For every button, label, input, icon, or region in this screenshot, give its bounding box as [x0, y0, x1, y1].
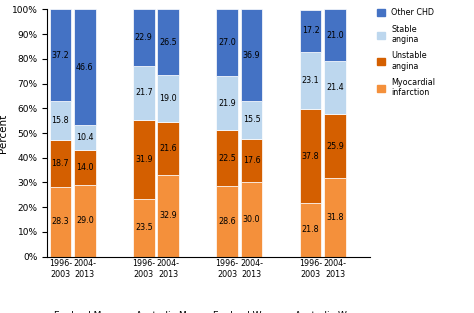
- Bar: [216, 130, 238, 186]
- Text: 22.5: 22.5: [218, 154, 236, 163]
- Bar: [241, 182, 263, 257]
- Text: 36.9: 36.9: [243, 50, 260, 59]
- Bar: [74, 9, 96, 125]
- Bar: [241, 101, 263, 139]
- Text: 19.0: 19.0: [159, 94, 177, 103]
- Text: 21.6: 21.6: [159, 144, 177, 153]
- Text: 37.8: 37.8: [302, 151, 319, 161]
- Text: 17.2: 17.2: [302, 26, 319, 35]
- Text: 37.2: 37.2: [52, 51, 69, 60]
- Bar: [74, 150, 96, 185]
- Bar: [300, 10, 321, 52]
- Text: 29.0: 29.0: [76, 216, 94, 225]
- Bar: [324, 9, 346, 61]
- Bar: [157, 9, 179, 75]
- Text: 18.7: 18.7: [52, 159, 69, 168]
- Bar: [241, 9, 263, 101]
- Bar: [50, 187, 71, 257]
- Bar: [216, 9, 238, 76]
- Text: 25.9: 25.9: [326, 141, 344, 151]
- Text: 21.4: 21.4: [326, 83, 344, 92]
- Text: Australia Men: Australia Men: [136, 311, 198, 313]
- Bar: [300, 203, 321, 257]
- Text: 31.9: 31.9: [135, 155, 153, 164]
- Text: 15.5: 15.5: [243, 115, 261, 124]
- Bar: [300, 52, 321, 109]
- Text: 21.0: 21.0: [326, 31, 344, 40]
- Bar: [50, 9, 71, 101]
- Text: England Men: England Men: [54, 311, 113, 313]
- Bar: [74, 125, 96, 150]
- Bar: [216, 76, 238, 130]
- Bar: [324, 178, 346, 257]
- Y-axis label: Percent: Percent: [0, 113, 8, 153]
- Text: 21.9: 21.9: [219, 99, 236, 108]
- Text: 17.6: 17.6: [243, 156, 260, 165]
- Text: 26.5: 26.5: [159, 38, 177, 47]
- Text: 46.6: 46.6: [76, 63, 93, 71]
- Bar: [157, 175, 179, 257]
- Text: 21.7: 21.7: [135, 88, 153, 97]
- Bar: [216, 186, 238, 257]
- Bar: [133, 9, 155, 66]
- Bar: [157, 75, 179, 122]
- Bar: [50, 141, 71, 187]
- Text: 28.3: 28.3: [52, 217, 69, 226]
- Text: 31.8: 31.8: [326, 213, 344, 222]
- Text: 32.9: 32.9: [159, 212, 177, 220]
- Text: 21.8: 21.8: [302, 225, 319, 234]
- Text: 27.0: 27.0: [219, 38, 236, 47]
- Text: 23.1: 23.1: [302, 76, 319, 85]
- Text: 14.0: 14.0: [76, 163, 93, 172]
- Text: 10.4: 10.4: [76, 133, 93, 142]
- Bar: [300, 109, 321, 203]
- Bar: [50, 101, 71, 141]
- Bar: [324, 114, 346, 178]
- Bar: [241, 139, 263, 182]
- Bar: [324, 61, 346, 114]
- Bar: [157, 122, 179, 175]
- Text: England Women: England Women: [213, 311, 287, 313]
- Text: 23.5: 23.5: [135, 223, 153, 232]
- Legend: Other CHD, Stable
angina, Unstable
angina, Myocardial
infarction: Other CHD, Stable angina, Unstable angin…: [377, 8, 436, 97]
- Bar: [74, 185, 96, 257]
- Text: 15.8: 15.8: [52, 116, 69, 126]
- Bar: [133, 66, 155, 120]
- Text: 28.6: 28.6: [219, 217, 236, 226]
- Bar: [133, 120, 155, 198]
- Text: 30.0: 30.0: [243, 215, 260, 224]
- Bar: [133, 198, 155, 257]
- Text: Australia Women: Australia Women: [295, 311, 372, 313]
- Text: 22.9: 22.9: [135, 33, 153, 42]
